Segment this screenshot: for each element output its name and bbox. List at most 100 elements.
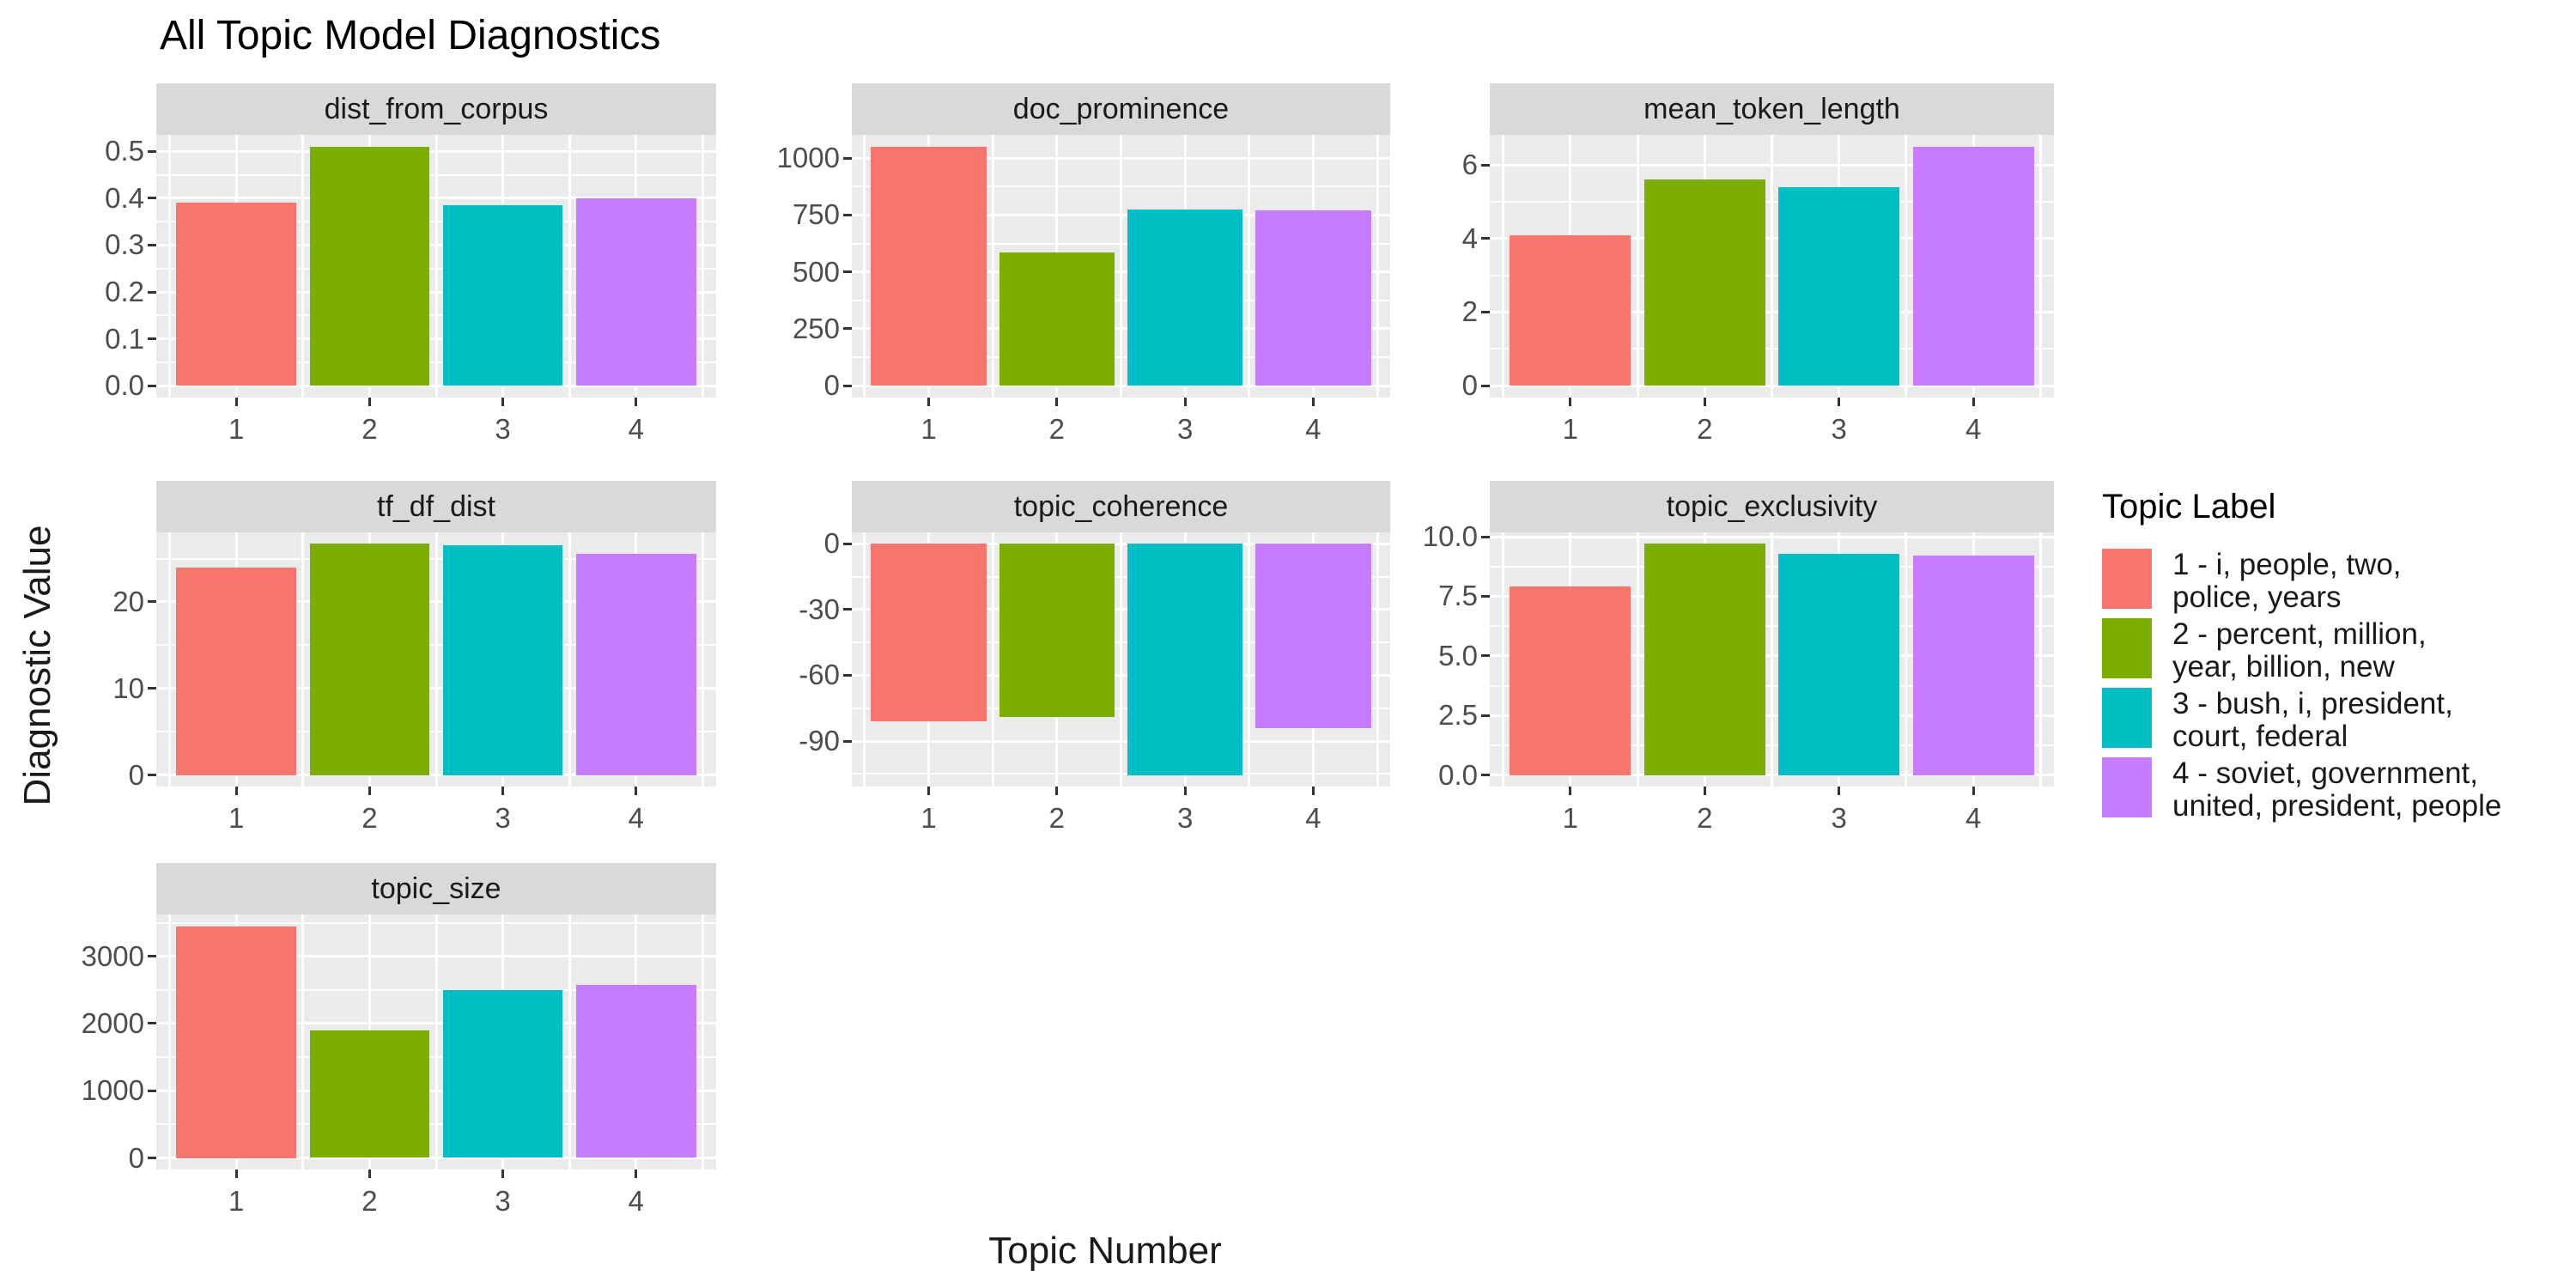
gridline-vertical: [1376, 135, 1379, 398]
gridline-major: [1490, 310, 2054, 313]
y-tick-label: 4: [1461, 222, 1478, 254]
gridline-major: [156, 1022, 716, 1025]
y-tick-mark: [148, 197, 156, 200]
facet-panel-dist_from_corpus: [156, 135, 716, 398]
y-tick-mark: [148, 955, 156, 958]
bar-doc_prominence-topic-2: [999, 252, 1115, 386]
gridline-vertical: [701, 135, 704, 398]
gridline-vertical: [1771, 135, 1773, 398]
gridline-major: [1490, 163, 2054, 167]
gridline-vertical: [434, 532, 438, 787]
x-tick-mark: [635, 1170, 638, 1178]
bar-topic_coherence-topic-3: [1127, 544, 1243, 775]
y-tick-mark: [1481, 163, 1490, 167]
gridline-major: [156, 243, 716, 246]
bar-topic_coherence-topic-4: [1255, 544, 1371, 728]
gridline-vertical: [863, 135, 866, 398]
y-tick-label: 10: [112, 671, 144, 704]
facet-strip-label: topic_size: [371, 872, 501, 905]
bar-dist_from_corpus-topic-4: [576, 197, 696, 386]
bar-topic_coherence-topic-1: [871, 544, 987, 722]
bar-tf_df_dist-topic-2: [309, 544, 430, 775]
x-tick-mark: [368, 398, 371, 406]
facet-strip-label: doc_prominence: [1012, 92, 1230, 125]
gridline-major: [852, 384, 1390, 387]
x-tick-label: 4: [1965, 802, 1982, 834]
x-tick-label: 4: [1305, 802, 1321, 834]
x-tick-mark: [1703, 398, 1706, 406]
gridline-major: [852, 608, 1390, 611]
legend-entry-label: 1 - i, people, two, police, years: [2172, 549, 2566, 614]
facet-strip-topic_size: topic_size: [156, 863, 716, 914]
y-tick-label: 1000: [776, 142, 840, 174]
x-tick-label: 3: [495, 413, 511, 445]
x-tick-mark: [1971, 787, 1975, 795]
bar-topic_size-topic-1: [176, 926, 296, 1158]
y-tick-mark: [843, 673, 852, 677]
x-tick-label: 1: [228, 1185, 245, 1217]
gridline-major: [1490, 384, 2054, 387]
gridline-minor: [156, 921, 716, 924]
y-tick-label: 3000: [81, 939, 144, 972]
x-tick-mark: [368, 787, 371, 795]
y-tick-label: 6: [1461, 149, 1478, 181]
x-tick-label: 3: [495, 1185, 511, 1217]
x-tick-label: 2: [1048, 413, 1066, 445]
gridline-minor: [852, 575, 1390, 578]
gridline-minor: [852, 299, 1390, 301]
legend-entry-label: 4 - soviet, government, united, presiden…: [2172, 757, 2566, 823]
bar-doc_prominence-topic-1: [871, 146, 987, 386]
gridline-vertical: [168, 532, 172, 787]
gridline-vertical: [434, 914, 438, 1170]
bar-mean_token_length-topic-1: [1510, 234, 1631, 386]
y-tick-mark: [1481, 384, 1490, 387]
gridline-vertical: [1120, 532, 1122, 787]
y-tick-mark: [843, 213, 852, 216]
y-tick-mark: [1481, 714, 1490, 717]
legend-entry-line: united, president, people: [2172, 789, 2502, 823]
x-tick-mark: [234, 787, 238, 795]
gridline-major: [852, 673, 1390, 677]
gridline-minor: [852, 773, 1390, 775]
gridline-minor: [852, 242, 1390, 245]
gridline-minor: [156, 1123, 716, 1126]
legend-swatch-topic-1: [2102, 549, 2152, 609]
gridline-vertical: [168, 914, 172, 1170]
gridline-major: [1490, 594, 2054, 598]
x-tick-mark: [927, 398, 931, 406]
y-tick-mark: [1481, 237, 1490, 240]
y-tick-mark: [148, 290, 156, 294]
gridline-vertical: [301, 135, 305, 398]
gridline-vertical: [701, 914, 704, 1170]
gridline-major: [156, 384, 716, 387]
bar-topic_exclusivity-topic-1: [1510, 586, 1631, 775]
x-tick-mark: [1838, 398, 1841, 406]
gridline-major: [852, 739, 1390, 743]
bar-mean_token_length-topic-3: [1778, 186, 1900, 386]
legend-swatch-topic-3: [2102, 688, 2152, 748]
facet-strip-mean_token_length: mean_token_length: [1490, 83, 2054, 135]
gridline-major: [156, 1157, 716, 1159]
gridline-major: [1490, 774, 2054, 777]
y-tick-label: 0: [823, 369, 840, 402]
bar-topic_exclusivity-topic-2: [1643, 544, 1765, 775]
gridline-minor: [1490, 684, 2054, 687]
x-tick-label: 2: [361, 1185, 378, 1217]
gridline-vertical: [1502, 135, 1505, 398]
gridline-minor: [1490, 348, 2054, 350]
x-tick-mark: [1055, 398, 1059, 406]
gridline-vertical: [991, 135, 994, 398]
gridline-minor: [156, 557, 716, 560]
legend-entry: 4 - soviet, government, united, presiden…: [2102, 757, 2566, 823]
x-tick-label: 3: [1176, 802, 1194, 834]
x-tick-mark: [234, 1170, 238, 1178]
gridline-minor: [1490, 274, 2054, 276]
legend-swatch-topic-4: [2102, 757, 2152, 817]
x-tick-label: 1: [228, 802, 245, 834]
y-tick-mark: [148, 149, 156, 153]
x-tick-mark: [1311, 398, 1315, 406]
y-tick-mark: [843, 608, 852, 611]
x-tick-label: 3: [495, 802, 511, 834]
bar-topic_size-topic-2: [309, 1030, 430, 1158]
gridline-vertical: [863, 532, 866, 787]
